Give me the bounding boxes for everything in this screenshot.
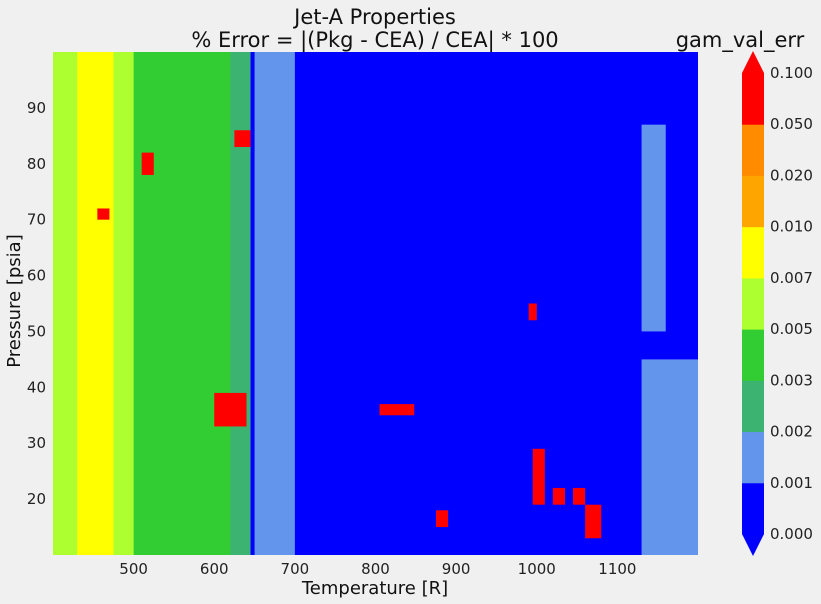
y-tick-label: 40 (27, 378, 46, 396)
colorbar-segment (742, 124, 764, 176)
contour-region (552, 487, 565, 505)
colorbar-tick-label: 0.010 (770, 218, 813, 236)
contour-region (641, 124, 666, 332)
y-tick-label: 90 (27, 99, 46, 117)
chart-title-line2: % Error = |(Pkg - CEA) / CEA| * 100 (191, 28, 558, 53)
colorbar-segment (742, 175, 764, 228)
contour-region (585, 504, 602, 539)
plot-area (53, 52, 698, 555)
y-tick-label: 60 (27, 267, 46, 285)
x-tick-label: 700 (281, 560, 310, 578)
contour-region (641, 359, 698, 555)
x-axis-label: Temperature [R] (301, 578, 448, 599)
colorbar-segment (742, 226, 764, 279)
y-tick-label: 70 (27, 211, 46, 229)
contour-region (214, 392, 247, 427)
y-tick-label: 30 (27, 434, 46, 452)
colorbar-segment (742, 73, 764, 125)
colorbar-segment (742, 380, 764, 433)
colorbar-extend-max (742, 51, 764, 73)
contour-region (97, 208, 110, 220)
colorbar: 0.000 0.001 0.002 0.003 0.005 0.007 0.010 0.020… (742, 51, 813, 556)
colorbar-segment (742, 329, 764, 381)
y-axis-ticks: 20 30 40 50 60 70 80 90 (27, 99, 46, 508)
colorbar-tick-label: 0.005 (770, 320, 813, 338)
contour-region (532, 448, 545, 505)
contour-region (528, 303, 537, 321)
colorbar-segment (742, 482, 764, 535)
colorbar-tick-label: 0.000 (770, 525, 813, 543)
x-tick-label: 600 (200, 560, 229, 578)
colorbar-segment (742, 431, 764, 484)
contour-region (379, 404, 415, 416)
colorbar-tick-label: 0.003 (770, 371, 813, 389)
chart-title-line1: Jet-A Properties (292, 5, 456, 29)
contour-region (254, 52, 295, 555)
contour-region (573, 487, 586, 505)
x-tick-label: 900 (442, 560, 471, 578)
y-axis-label: Pressure [psia] (4, 234, 25, 367)
y-tick-label: 80 (27, 155, 46, 173)
contour-region (141, 152, 154, 175)
x-tick-label: 500 (119, 560, 148, 578)
contour-region (77, 52, 114, 555)
colorbar-segment (742, 277, 764, 330)
colorbar-tick-label: 0.007 (770, 269, 813, 287)
x-tick-label: 1000 (518, 560, 556, 578)
y-tick-label: 20 (27, 490, 46, 508)
contour-region (234, 130, 251, 148)
x-tick-label: 800 (361, 560, 390, 578)
contour-region (435, 510, 449, 528)
colorbar-tick-label: 0.002 (770, 423, 813, 441)
colorbar-tick-label: 0.100 (770, 64, 813, 82)
colorbar-tick-label: 0.050 (770, 115, 813, 133)
colorbar-extend-min (742, 534, 764, 556)
x-tick-label: 1100 (598, 560, 636, 578)
colorbar-tick-label: 0.001 (770, 474, 813, 492)
y-tick-label: 50 (27, 322, 46, 340)
colorbar-tick-label: 0.020 (770, 166, 813, 184)
colorbar-label: gam_val_err (676, 28, 805, 53)
x-axis-ticks: 500 600 700 800 900 1000 1100 (119, 560, 636, 578)
